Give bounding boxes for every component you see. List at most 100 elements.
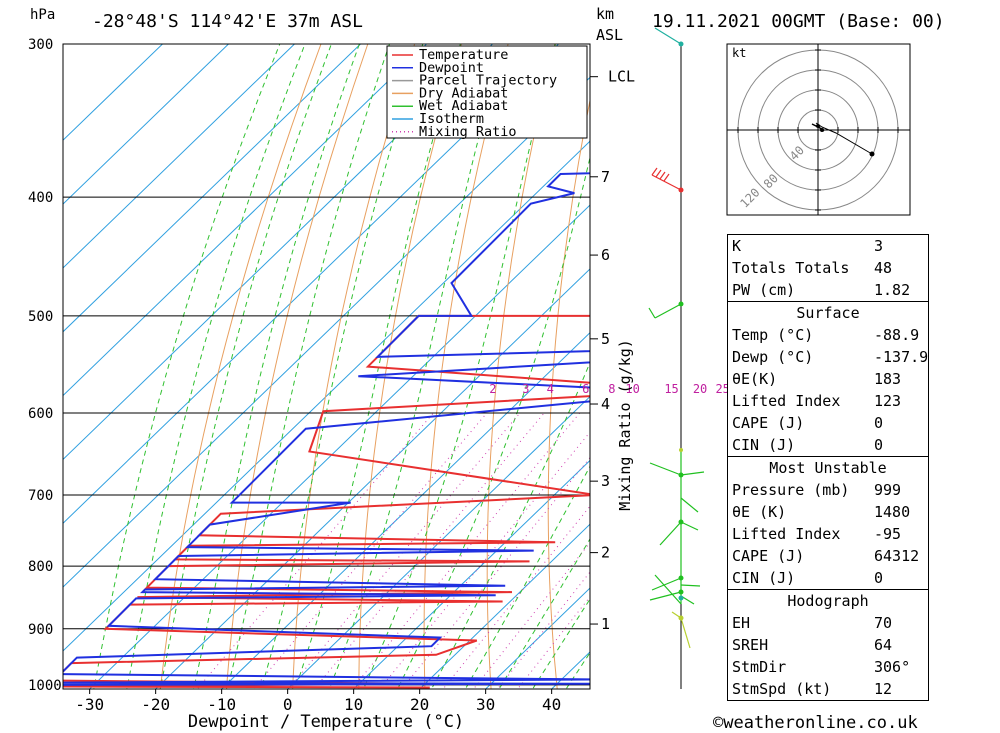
asl-unit-label: ASL (596, 26, 623, 44)
mixing-ratio-line (472, 541, 590, 689)
temp-tick-label: -30 (75, 695, 104, 714)
mixing-ratio-axis-title: Mixing Ratio (g/kg) (616, 339, 634, 511)
pressure-unit-label: hPa (30, 7, 55, 23)
legend-label: Dewpoint (419, 60, 484, 76)
pressure-tick-label: 900 (28, 622, 53, 638)
wet-adiabat-line (362, 44, 556, 689)
temp-tick-label: 30 (476, 695, 495, 714)
hodograph-title: Hodograph (787, 592, 869, 610)
legend-label: Temperature (419, 47, 508, 63)
temp-tick-label: -10 (207, 695, 236, 714)
isotherm-line (63, 44, 229, 205)
surface-section: Surface Temp (°C) -88.9 Dewp (°C) -137.9 θ… (728, 301, 928, 456)
mixing-ratio-label: 10 (625, 382, 639, 396)
legend-label: Parcel Trajectory (419, 73, 557, 89)
dry-adiabat-line (486, 44, 556, 689)
temp-tick-label: 40 (542, 695, 561, 714)
isotherm-line (287, 395, 590, 689)
hodograph-section: Hodograph EH 70 SREH 64 StmDir 306° StmSpd … (728, 589, 928, 700)
hodograph-row: EH 70 (732, 614, 893, 632)
mixing-ratio-line (379, 431, 590, 689)
km-unit-label: km (596, 5, 614, 23)
km-tick-label: 3 (601, 472, 610, 490)
mixing-ratio-line (313, 412, 545, 689)
pressure-tick-label: 600 (28, 406, 53, 422)
surface-row: Temp (°C) -88.9 (732, 326, 920, 344)
most-unstable-section: Most Unstable Pressure (mb) 999 θE (K) 148… (728, 456, 928, 589)
plot-frame (62, 43, 591, 690)
mixing-ratio-label: 2 (489, 382, 496, 396)
isotherm-line (353, 459, 590, 689)
mixing-ratio-label: 25 (715, 382, 729, 396)
wet-adiabat-line (430, 361, 590, 689)
isotherm-line (63, 44, 361, 333)
hodograph-row: StmDir 306° (732, 658, 911, 676)
isotherm-line (63, 44, 493, 461)
km-tick-label: 6 (601, 246, 610, 264)
dry-adiabat-line (292, 44, 416, 689)
legend-label: Mixing Ratio (419, 124, 517, 140)
pressure-tick-label: 500 (28, 309, 53, 325)
pressure-tick-label: 700 (28, 488, 53, 504)
hodograph: kt 40 80 120 (726, 43, 911, 216)
surface-row: Dewp (°C) -137.9 (732, 348, 929, 366)
dry-adiabat-line (423, 44, 509, 689)
wind-profile (648, 27, 705, 689)
wet-adiabat-line (328, 44, 505, 689)
most-unstable-row: CAPE (J) 64312 (732, 547, 920, 565)
hodograph-unit: kt (732, 46, 746, 60)
index-row-totals: Totals Totals 48 (732, 259, 893, 277)
pressure-tick-label: 800 (28, 559, 53, 575)
pressure-tick-label: 400 (28, 190, 53, 206)
pressure-tick-label: 300 (28, 37, 53, 53)
most-unstable-row: Lifted Index -95 (732, 525, 902, 543)
index-row-pw: PW (cm) 1.82 (732, 281, 911, 299)
wet-adiabat-line (294, 44, 461, 689)
datetime-label: 19.11.2021 00GMT (Base: 00) (652, 11, 945, 32)
isotherm-line (89, 204, 590, 689)
legend-label: Wet Adiabat (419, 98, 508, 114)
hodograph-row: StmSpd (kt) 12 (732, 680, 893, 698)
isotherm-line (63, 44, 163, 141)
wet-adiabat-line (126, 44, 306, 689)
temp-tick-label: -20 (141, 695, 170, 714)
dry-adiabat-line (927, 44, 1000, 711)
mixing-ratio-label: 15 (664, 382, 678, 396)
surface-row: CAPE (J) 0 (732, 414, 884, 432)
dewpoint-line (63, 172, 590, 686)
surface-row: Lifted Index 123 (732, 392, 902, 410)
location-title: -28°48'S 114°42'E 37m ASL (92, 11, 363, 32)
most-unstable-row: Pressure (mb) 999 (732, 481, 902, 499)
dry-adiabat-line (665, 44, 696, 711)
wet-adiabat-line (93, 44, 281, 689)
dry-adiabat-line (159, 44, 322, 689)
wet-adiabat-line (159, 44, 332, 689)
isotherm-line (63, 44, 559, 524)
mixing-ratio-label: 4 (547, 382, 554, 396)
km-tick-label: 1 (601, 615, 610, 633)
km-tick-label: 4 (601, 395, 610, 413)
mixing-ratio-label: 6 (582, 382, 589, 396)
legend-label: Isotherm (419, 111, 484, 127)
mixing-ratio-label: 8 (608, 382, 615, 396)
mixing-ratio-label: 20 (693, 382, 707, 396)
isotherm-line (63, 44, 295, 269)
temp-tick-label: 0 (283, 695, 293, 714)
mixing-ratio-line (442, 505, 590, 689)
pressure-tick-label: 1000 (28, 678, 62, 694)
copyright: ©weatheronline.co.uk (713, 713, 918, 733)
mixing-ratio-line (401, 456, 590, 689)
km-tick-label: LCL (608, 68, 635, 86)
most-unstable-title: Most Unstable (769, 459, 887, 477)
surface-row: θE(K) 183 (732, 370, 902, 388)
x-axis-title: Dewpoint / Temperature (°C) (188, 712, 464, 732)
most-unstable-row: θE (K) 1480 (732, 503, 911, 521)
hodograph-row: SREH 64 (732, 636, 893, 654)
isotherm-line (63, 76, 590, 588)
km-tick-label: 7 (601, 168, 610, 186)
surface-row: CIN (J) 0 (732, 436, 884, 454)
